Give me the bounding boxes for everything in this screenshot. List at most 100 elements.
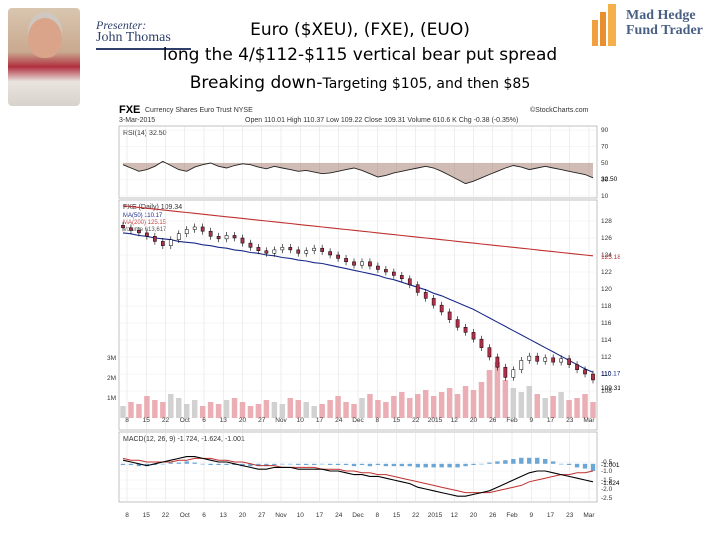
macd-histogram-bar <box>288 463 293 465</box>
macd-histogram-bar <box>208 463 213 465</box>
volume-bar <box>399 392 405 418</box>
candle-body <box>527 355 532 361</box>
volume-bar <box>136 404 142 418</box>
price-tick-label: 128 <box>601 218 612 225</box>
x-tick-label-bottom: 22 <box>162 512 170 519</box>
volume-bar <box>327 400 333 418</box>
candle-body <box>583 369 587 375</box>
ma50-value-label: 110.17 <box>601 370 620 377</box>
macd-histogram-bar <box>574 463 580 468</box>
macd-histogram-bar <box>304 463 309 465</box>
macd-histogram-bar <box>582 463 588 469</box>
candle-body <box>192 226 197 230</box>
x-tick-label: Oct <box>180 417 190 424</box>
candle-body <box>176 233 181 240</box>
macd-histogram-bar <box>511 459 516 464</box>
candle-body <box>168 239 173 246</box>
macd-histogram-bar <box>335 463 341 465</box>
price-tick-label: 118 <box>601 303 612 310</box>
macd-histogram-bar <box>327 463 333 465</box>
presenter-photo <box>8 8 80 106</box>
volume-bar <box>168 394 174 418</box>
x-tick-label-bottom: 23 <box>566 512 574 519</box>
volume-bar <box>303 402 309 418</box>
candle-body <box>320 247 325 252</box>
macd-histogram-bar <box>192 462 197 464</box>
macd-tick-label: -1.0 <box>601 468 613 475</box>
chart-marks <box>120 160 596 497</box>
macd-histogram-bar <box>383 463 389 467</box>
volume-bar <box>295 400 301 418</box>
rsi-area <box>123 161 593 184</box>
macd-histogram-bar <box>495 461 500 464</box>
candle-body <box>200 226 205 232</box>
volume-bar <box>422 390 429 418</box>
candle-body <box>312 247 317 251</box>
macd-line <box>122 456 594 497</box>
volume-bar <box>367 394 373 418</box>
slide-title: Euro ($XEU), (FXE), (EUO) <box>250 20 470 40</box>
candle-body <box>384 269 388 273</box>
candle-body <box>535 355 540 362</box>
volume-bar <box>494 362 501 418</box>
volume-bar <box>558 392 564 418</box>
candle-body <box>121 225 125 229</box>
volume-bar <box>391 396 397 418</box>
macd-histogram-bar <box>152 463 158 465</box>
macd-histogram-bar <box>431 463 436 468</box>
price-tick-label: 124 <box>601 252 612 259</box>
volume-bar <box>438 392 445 418</box>
candle-body <box>328 251 332 256</box>
candle-body <box>336 254 340 259</box>
candle-body <box>455 319 460 328</box>
price-tick-label: 122 <box>601 269 612 276</box>
macd-tick-label: -2.0 <box>601 486 613 493</box>
rsi-tick-label: 30 <box>601 177 609 184</box>
x-tick-label: 8 <box>375 417 379 424</box>
candle-body <box>184 229 189 234</box>
candle-body <box>280 247 285 251</box>
chart-svg: FXE Currency Shares Euro Trust NYSE 3-Ma… <box>107 104 621 519</box>
x-tick-label: Mar <box>583 417 595 424</box>
x-tick-label: 15 <box>393 417 401 424</box>
macd-histogram-bar <box>240 463 245 467</box>
volume-bar <box>550 396 556 418</box>
candle-body <box>431 298 436 306</box>
candle-body <box>447 311 452 320</box>
x-tick-label: 22 <box>162 417 170 424</box>
volume-bar <box>128 402 134 418</box>
price-tick-label: 116 <box>601 320 612 327</box>
stockcharts-chart: FXE Currency Shares Euro Trust NYSE 3-Ma… <box>105 100 621 525</box>
x-tick-label-bottom: 15 <box>143 512 151 519</box>
rsi-tick-label: 90 <box>601 127 609 134</box>
candle-body <box>137 230 141 234</box>
macd-histogram-bar <box>439 463 444 468</box>
volume-bar <box>271 402 278 418</box>
macd-histogram-bar <box>566 463 572 465</box>
candle-body <box>288 247 293 251</box>
macd-tick-label: -0.5 <box>601 459 613 466</box>
rsi-line <box>122 160 594 185</box>
x-tick-label-bottom: 2015 <box>428 512 443 519</box>
volume-bar <box>359 398 365 418</box>
macd-histogram-bar <box>359 463 365 465</box>
volume-bar <box>223 400 230 418</box>
macd-histogram-bar <box>343 463 349 465</box>
macd-histogram-bar <box>479 463 484 465</box>
macd-histogram-bar <box>558 463 564 465</box>
macd-histogram-bar <box>311 463 317 465</box>
volume-bar <box>534 394 540 418</box>
candle-body <box>495 356 500 368</box>
macd-histogram-bar <box>232 463 237 465</box>
candle-body <box>471 332 476 340</box>
x-tick-label: 26 <box>489 417 497 424</box>
macd-histogram-bar <box>216 463 221 465</box>
chart-axes: 8 8 15 15 22 22 Oct Oct 6 6 13 13 20 20 27 27 Nov Nov 10 10… <box>107 127 621 519</box>
presenter-divider <box>96 48 191 50</box>
volume-tick-label: 2M <box>107 375 116 382</box>
macd-tick-label: -1.5 <box>601 477 613 484</box>
macd-histogram-bar <box>590 463 596 471</box>
candle-body <box>511 369 516 378</box>
presenter-face <box>28 18 62 58</box>
volume-bar <box>191 400 198 418</box>
